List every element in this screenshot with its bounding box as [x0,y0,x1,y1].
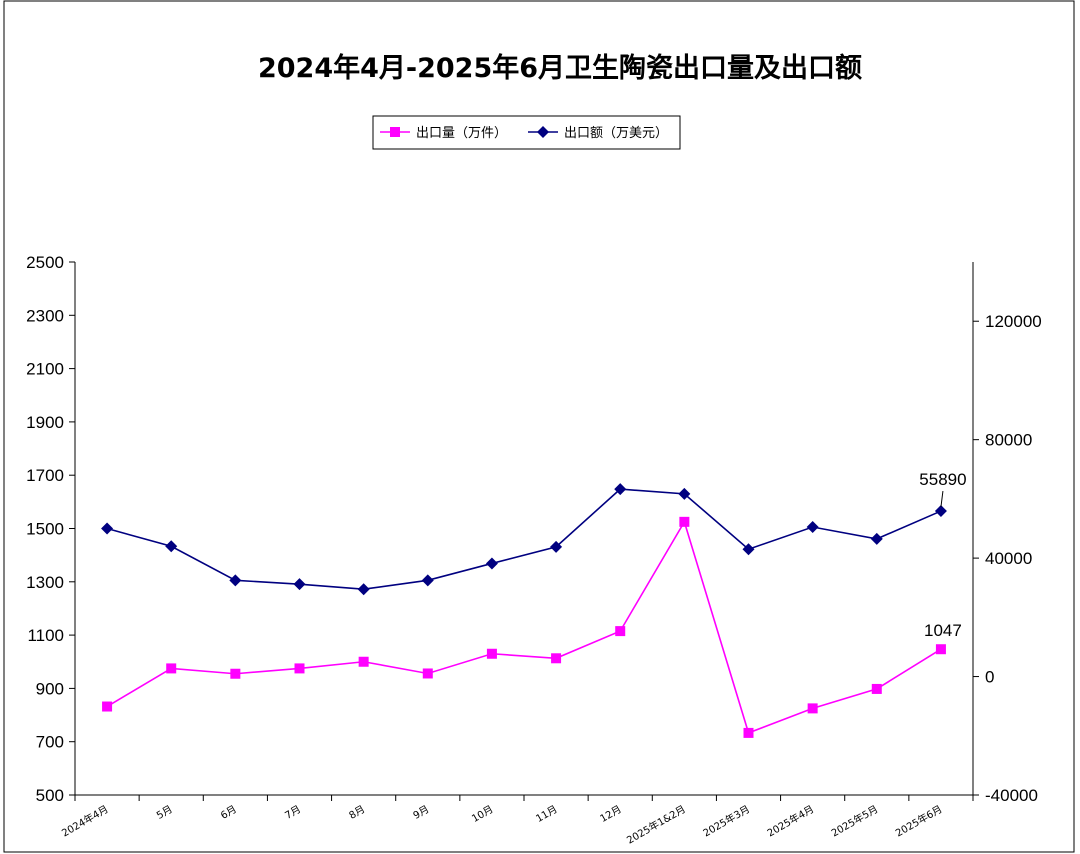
series-1-point [934,505,947,518]
right-tick-label: 120000 [985,312,1042,331]
chart-border [3,0,1075,853]
series-0-point [615,626,626,637]
legend-label-value: 出口额（万美元） [564,126,668,141]
series-1-point [165,540,178,553]
left-axis-ticks: 2500 2300 2100 1900 1700 1500 1300 1100 900 700 50… [26,253,75,805]
series-0-point [807,703,818,714]
x-tick-label: 9月 [411,803,431,822]
series-0-point [935,644,946,655]
x-tick-label: 11月 [534,803,560,825]
x-tick-label: 2025年3月 [701,802,752,839]
legend-marker-volume [390,127,400,137]
series-0-point [871,683,882,694]
x-tick-label: 2025年6月 [893,802,944,839]
x-tick-label: 5月 [155,803,175,822]
left-tick-label: 1300 [26,573,64,592]
right-tick-label: 0 [985,668,994,687]
legend-marker-value [537,126,549,138]
series-line-1 [106,488,942,591]
legend-label-volume: 出口量（万件） [416,126,507,141]
data-label-value: 55890 [919,470,966,489]
series-1-point [806,521,819,534]
series-0-point [358,656,369,667]
series-1-point [101,522,114,535]
right-tick-label: 80000 [985,431,1032,450]
series-0-point [422,668,433,679]
series-layer [101,483,947,738]
legend-box [372,115,681,150]
series-1-point [742,543,755,556]
series-0-point [743,727,754,738]
x-axis-ticks: 2024年4月 5月 6月 7月 8月 9月 10月 11月 12月 2025年1&2月 2025年… [59,795,974,847]
series-1-point [229,574,242,587]
series-1-point [550,540,563,553]
x-tick-label: 8月 [347,803,367,822]
right-tick-label: 40000 [985,549,1032,568]
x-tick-label: 12月 [598,803,624,825]
series-0-point [230,668,241,679]
series-1-point [678,487,691,500]
left-tick-label: 2500 [26,253,64,272]
series-0-point [102,701,113,712]
series-0-point [486,648,497,659]
right-tick-label: -40000 [985,786,1038,805]
left-tick-label: 1100 [27,626,64,645]
series-0-point [294,663,305,674]
data-labels: 1047 55890 [919,470,966,640]
x-tick-label: 10月 [470,803,496,825]
data-label-leader [940,490,944,508]
chart-title: 2024年4月-2025年6月卫生陶瓷出口量及出口额 [258,52,862,84]
x-tick-label: 6月 [219,803,239,822]
series-1-point [293,578,306,591]
series-1-point [614,483,627,496]
x-tick-label: 7月 [283,803,303,822]
left-tick-label: 1700 [26,466,64,485]
left-tick-label: 1500 [26,520,64,539]
x-tick-label: 2025年4月 [765,802,816,839]
left-tick-label: 700 [36,733,64,752]
series-0-point [166,663,177,674]
right-axis-ticks: 120000 80000 40000 0 -40000 [973,312,1042,805]
series-1-point [485,557,498,570]
series-0-point [551,653,562,664]
legend: 出口量（万件） 出口额（万美元） [372,115,681,150]
series-line-0 [106,519,942,734]
series-0-point [679,516,690,527]
left-tick-label: 500 [36,786,64,805]
series-1-point [357,583,370,596]
left-tick-label: 900 [36,679,64,698]
left-tick-label: 2100 [26,360,64,379]
left-tick-label: 2300 [26,306,64,325]
x-tick-label: 2024年4月 [59,802,110,839]
x-tick-label: 2025年5月 [829,802,880,839]
left-tick-label: 1900 [26,413,64,432]
x-tick-label: 2025年1&2月 [624,802,688,846]
series-1-point [421,574,434,587]
series-1-point [870,532,883,545]
data-label-volume: 1047 [924,621,962,640]
